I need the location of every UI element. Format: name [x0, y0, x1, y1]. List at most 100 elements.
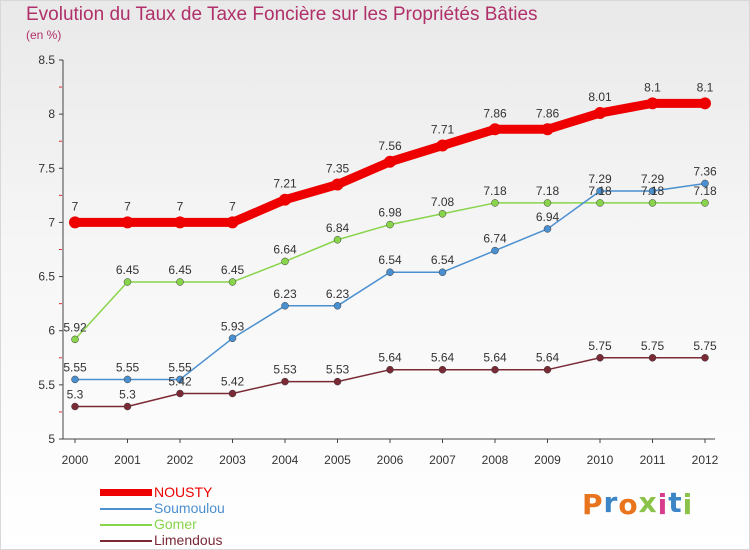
data-label: 8.1	[697, 80, 714, 94]
legend-label: NOUSTY	[154, 484, 213, 500]
x-tick-label: 2006	[377, 453, 404, 467]
data-label: 7.18	[536, 184, 560, 198]
x-tick-label: 2010	[587, 453, 614, 467]
data-label: 5.55	[116, 360, 140, 374]
data-label: 7	[177, 199, 184, 213]
legend-label: Limendous	[154, 532, 223, 548]
data-label: 7.86	[536, 106, 560, 120]
data-point	[596, 199, 604, 207]
chart-subtitle: (en %)	[26, 28, 62, 42]
data-label: 6.94	[536, 210, 560, 224]
data-point	[436, 139, 449, 152]
y-tick-label: 7	[48, 215, 55, 229]
data-label: 7.36	[693, 164, 717, 178]
data-label: 6.45	[221, 263, 245, 277]
data-point	[281, 377, 289, 386]
data-point	[541, 123, 554, 136]
data-point	[384, 155, 396, 168]
data-point	[648, 199, 657, 207]
data-label: 6.64	[273, 242, 297, 256]
data-label: 7.08	[431, 195, 455, 209]
data-point	[281, 257, 289, 266]
data-label: 5.55	[168, 360, 192, 374]
data-point	[123, 375, 132, 384]
x-tick-label: 2002	[167, 453, 194, 467]
data-point	[594, 107, 606, 120]
data-label: 5.64	[431, 351, 455, 365]
data-point	[543, 199, 552, 207]
data-label: 5.64	[378, 351, 402, 365]
data-point	[438, 210, 447, 218]
y-tick-label: 8	[48, 107, 55, 121]
data-point	[596, 187, 604, 195]
data-label: 7.18	[641, 184, 665, 198]
data-label: 7	[229, 199, 236, 213]
data-point	[71, 375, 79, 384]
data-label: 6.54	[431, 253, 455, 267]
data-point	[386, 365, 394, 374]
data-point	[333, 302, 342, 310]
data-point	[281, 302, 289, 310]
data-point	[489, 123, 501, 136]
data-point	[228, 278, 237, 286]
legend-swatch	[100, 540, 152, 542]
data-point	[491, 199, 499, 207]
data-label: 8.1	[644, 80, 661, 94]
data-label: 7.29	[641, 172, 665, 186]
data-point	[543, 365, 552, 374]
data-point	[331, 178, 344, 191]
data-label: 5.75	[641, 339, 665, 353]
y-tick-label: 6.5	[38, 270, 55, 284]
data-label: 6.23	[273, 287, 297, 301]
chart-title: Evolution du Taux de Taxe Foncière sur l…	[26, 4, 538, 25]
data-point	[701, 179, 709, 188]
data-label: 6.74	[483, 232, 507, 246]
y-tick-label: 5.5	[38, 378, 55, 392]
data-point	[174, 216, 186, 229]
data-point	[228, 334, 237, 343]
data-label: 7.21	[273, 177, 297, 191]
legend-swatch	[100, 508, 152, 510]
legend-label: Gomer	[154, 516, 197, 532]
legend-label: Soumoulou	[154, 500, 225, 516]
x-tick-label: 2004	[272, 453, 299, 467]
data-point	[648, 354, 657, 362]
data-label: 7.56	[378, 139, 402, 153]
data-point	[648, 187, 657, 195]
x-tick-label: 2005	[324, 453, 351, 467]
data-label: 7.18	[693, 184, 717, 198]
data-label: 6.45	[168, 263, 192, 277]
data-point	[121, 216, 134, 229]
data-point	[701, 354, 709, 362]
x-tick-label: 2007	[429, 453, 456, 467]
data-label: 5.3	[67, 388, 84, 402]
data-point	[123, 402, 132, 411]
data-label: 7.18	[483, 184, 507, 198]
data-label: 7	[72, 199, 79, 213]
data-point	[491, 246, 499, 255]
data-point	[438, 268, 447, 276]
proxiti-logo: Proxiti	[582, 486, 694, 521]
data-point	[176, 375, 184, 384]
data-point	[176, 389, 184, 398]
data-point	[438, 365, 447, 374]
data-label: 7.71	[431, 123, 455, 137]
data-label: 5.75	[588, 339, 612, 353]
data-label: 6.84	[326, 221, 350, 235]
x-tick-label: 2012	[692, 453, 719, 467]
data-label: 5.92	[63, 320, 87, 334]
data-label: 7.18	[588, 184, 612, 198]
data-point	[279, 193, 291, 206]
data-point	[69, 216, 81, 229]
data-point	[386, 268, 394, 276]
data-label: 7.86	[483, 106, 507, 120]
legend-swatch	[100, 489, 152, 496]
x-tick-label: 2008	[482, 453, 509, 467]
y-tick-label: 6	[48, 324, 55, 338]
data-point	[71, 402, 79, 411]
data-label: 5.3	[119, 388, 136, 402]
data-point	[596, 354, 604, 362]
y-tick-label: 5	[48, 432, 55, 446]
data-point	[543, 225, 552, 233]
